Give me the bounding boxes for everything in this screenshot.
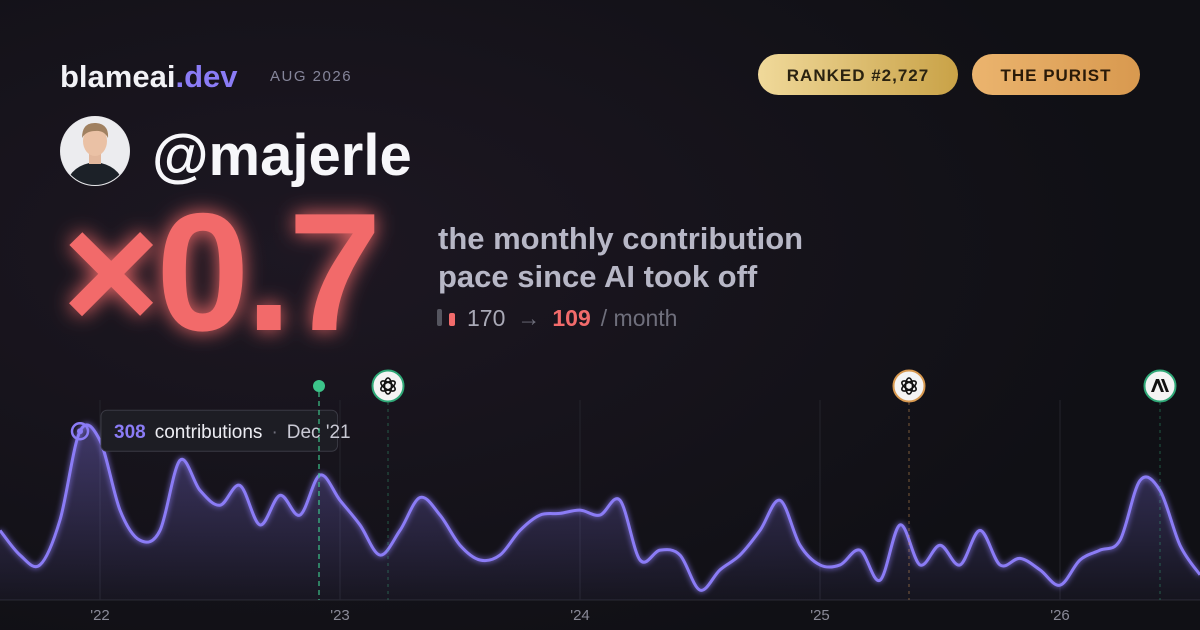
pace-after: 109 [552, 305, 590, 331]
period: AUG 2026 [270, 68, 352, 85]
rank-badge [758, 54, 958, 95]
x-tick-label: '22 [90, 607, 110, 624]
highlight-point [70, 421, 90, 441]
site-name: blameai.dev [60, 59, 238, 94]
tooltip [100, 409, 339, 452]
pace: 170 → 109 / month [467, 305, 677, 331]
pace-unit: / month [601, 305, 678, 331]
line [0, 423, 1200, 592]
caption-line: the monthly contribution [438, 221, 803, 256]
avatar [60, 116, 130, 186]
pace-arrow: → [517, 305, 540, 331]
highlight-point-core [77, 428, 83, 435]
pace-icon [437, 309, 442, 326]
area [0, 424, 1200, 600]
tooltip-separator: · [271, 422, 277, 443]
handle: @majerle [152, 123, 412, 188]
multiplier: ×0.7 [62, 178, 378, 366]
tooltip-label: contributions [155, 422, 263, 443]
site: blameai [60, 59, 175, 94]
pace-icon [449, 313, 455, 326]
site-suffix: .dev [175, 59, 238, 94]
tooltip-value: 308 [114, 422, 146, 443]
rank-badge-text: RANKED #2,727 [787, 66, 929, 85]
type-badge-text: THE PURIST [1000, 66, 1111, 85]
pace-before: 170 [467, 305, 505, 331]
event-markers [313, 369, 1177, 600]
type-badge [972, 54, 1140, 95]
x-tick-label: '25 [810, 607, 830, 624]
x-tick-label: '24 [570, 607, 590, 624]
x-tick-label: '23 [330, 607, 350, 624]
x-tick-label: '26 [1050, 607, 1070, 624]
caption-line: pace since AI took off [438, 259, 758, 294]
